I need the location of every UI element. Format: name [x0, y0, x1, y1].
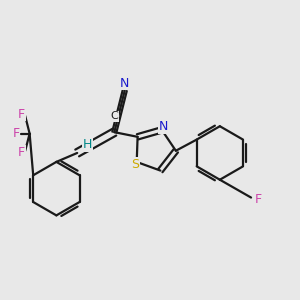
Text: H: H — [83, 138, 92, 151]
Text: F: F — [18, 108, 25, 121]
Text: F: F — [18, 146, 25, 159]
Text: F: F — [13, 127, 20, 140]
Text: F: F — [255, 194, 262, 206]
Text: N: N — [120, 76, 129, 90]
Text: C: C — [111, 111, 119, 122]
Text: S: S — [131, 158, 139, 171]
Text: N: N — [159, 120, 168, 134]
